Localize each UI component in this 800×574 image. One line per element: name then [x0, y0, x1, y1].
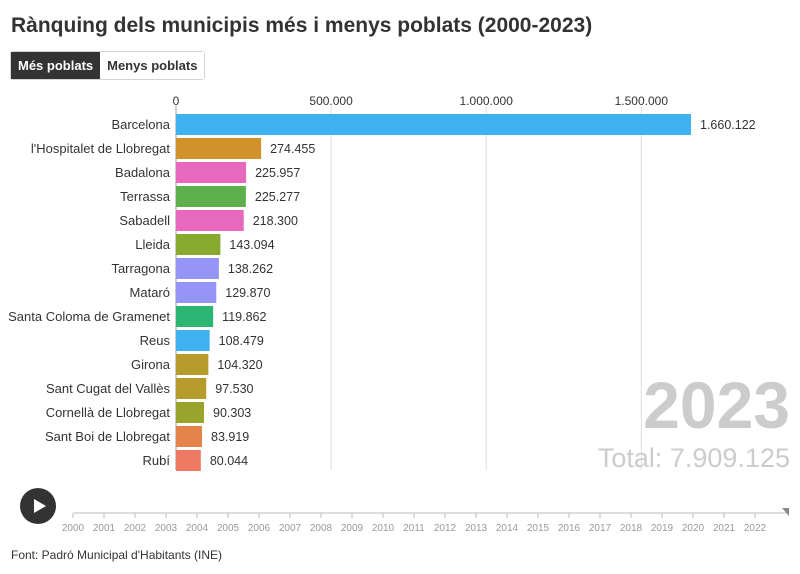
timeline-year-label[interactable]: 2020 [682, 523, 705, 534]
bar[interactable] [176, 138, 262, 159]
category-label: Rubí [143, 453, 171, 468]
bar[interactable] [176, 306, 214, 327]
timeline-year-label[interactable]: 2014 [496, 523, 519, 534]
category-label: Badalona [115, 165, 171, 180]
value-label: 83.919 [211, 430, 249, 444]
play-button[interactable] [20, 488, 56, 524]
category-label: Sant Cugat del Vallès [46, 381, 171, 396]
category-label: Terrassa [120, 189, 171, 204]
bar[interactable] [176, 378, 207, 399]
value-label: 97.530 [215, 382, 253, 396]
category-label: Reus [140, 333, 171, 348]
chart-title: Rànquing dels municipis més i menys pobl… [11, 14, 593, 37]
timeline-year-label[interactable]: 2013 [465, 523, 488, 534]
category-label: Girona [131, 357, 171, 372]
timeline-year-label[interactable]: 2005 [217, 523, 240, 534]
value-label: 225.277 [255, 190, 300, 204]
timeline-year-label[interactable]: 2015 [527, 523, 550, 534]
timeline-year-label[interactable]: 2022 [744, 523, 767, 534]
value-label: 104.320 [217, 358, 262, 372]
x-tick-label: 1.000.000 [460, 94, 514, 108]
timeline-year-label[interactable]: 2009 [341, 523, 364, 534]
timeline-year-label[interactable]: 2019 [651, 523, 674, 534]
timeline-year-label[interactable]: 2000 [62, 523, 85, 534]
play-icon [34, 499, 46, 513]
category-label: Barcelona [111, 117, 170, 132]
bar[interactable] [176, 330, 210, 351]
bar[interactable] [176, 114, 691, 135]
value-label: 119.862 [222, 310, 266, 324]
timeline-year-label[interactable]: 2016 [558, 523, 581, 534]
value-label: 90.303 [213, 406, 251, 420]
value-label: 108.479 [219, 334, 264, 348]
timeline-year-label[interactable]: 2007 [279, 523, 302, 534]
tab-most-populated[interactable]: Més poblats [11, 52, 101, 79]
category-label: Mataró [130, 285, 170, 300]
bar-chart: 0 500.000 1.000.000 1.500.000 Barcelona 1.660… [8, 94, 756, 471]
timeline-year-label[interactable]: 2004 [186, 523, 209, 534]
category-label: Cornellà de Llobregat [46, 405, 171, 420]
value-label: 143.094 [229, 238, 274, 252]
timeline-year-label[interactable]: 2018 [620, 523, 643, 534]
category-label: Sant Boi de Llobregat [45, 429, 170, 444]
bar[interactable] [176, 234, 221, 255]
x-tick-label: 500.000 [309, 94, 353, 108]
timeline-year-label[interactable]: 2012 [434, 523, 457, 534]
timeline-handle[interactable] [782, 508, 789, 516]
value-label: 1.660.122 [700, 118, 756, 132]
category-label: Sabadell [119, 213, 170, 228]
timeline-year-label[interactable]: 2011 [403, 523, 425, 534]
value-label: 138.262 [228, 262, 273, 276]
bar[interactable] [176, 426, 203, 447]
tab-least-populated[interactable]: Menys poblats [100, 52, 205, 79]
bar[interactable] [176, 402, 205, 423]
category-label: l'Hospitalet de Llobregat [31, 141, 170, 156]
timeline-year-label[interactable]: 2002 [124, 523, 147, 534]
timeline-year-label[interactable]: 2008 [310, 523, 333, 534]
source-note: Font: Padró Municipal d'Habitants (INE) [11, 548, 223, 562]
timeline-year-label[interactable]: 2017 [589, 523, 612, 534]
current-year-label: 2023 [643, 368, 790, 442]
timeline-year-label[interactable]: 2003 [155, 523, 178, 534]
category-label: Tarragona [111, 261, 170, 276]
ranking-tabs: Més poblats Menys poblats [10, 51, 206, 80]
timeline-year-label[interactable]: 2021 [713, 523, 736, 534]
total-population-label: Total: 7.909.125 [597, 443, 790, 473]
bar[interactable] [176, 186, 246, 207]
bar[interactable] [176, 210, 244, 231]
x-tick-label: 1.500.000 [615, 94, 669, 108]
category-label: Santa Coloma de Gramenet [8, 309, 170, 324]
timeline-year-label[interactable]: 2006 [248, 523, 271, 534]
bar[interactable] [176, 258, 219, 279]
timeline-year-label[interactable]: 2001 [93, 523, 116, 534]
x-tick-label: 0 [173, 94, 180, 108]
value-label: 80.044 [210, 454, 248, 468]
category-label: Lleida [135, 237, 170, 252]
bar[interactable] [176, 162, 247, 183]
value-label: 274.455 [270, 142, 315, 156]
value-label: 218.300 [253, 214, 298, 228]
year-timeline[interactable]: 2000 2001 2002 2003 2004 2005 2006 2007 2008 2009… [60, 505, 795, 535]
bar[interactable] [176, 282, 217, 303]
value-label: 225.957 [255, 166, 300, 180]
bar[interactable] [176, 450, 201, 471]
value-label: 129.870 [225, 286, 270, 300]
timeline-year-label[interactable]: 2010 [372, 523, 395, 534]
bar[interactable] [176, 354, 209, 375]
